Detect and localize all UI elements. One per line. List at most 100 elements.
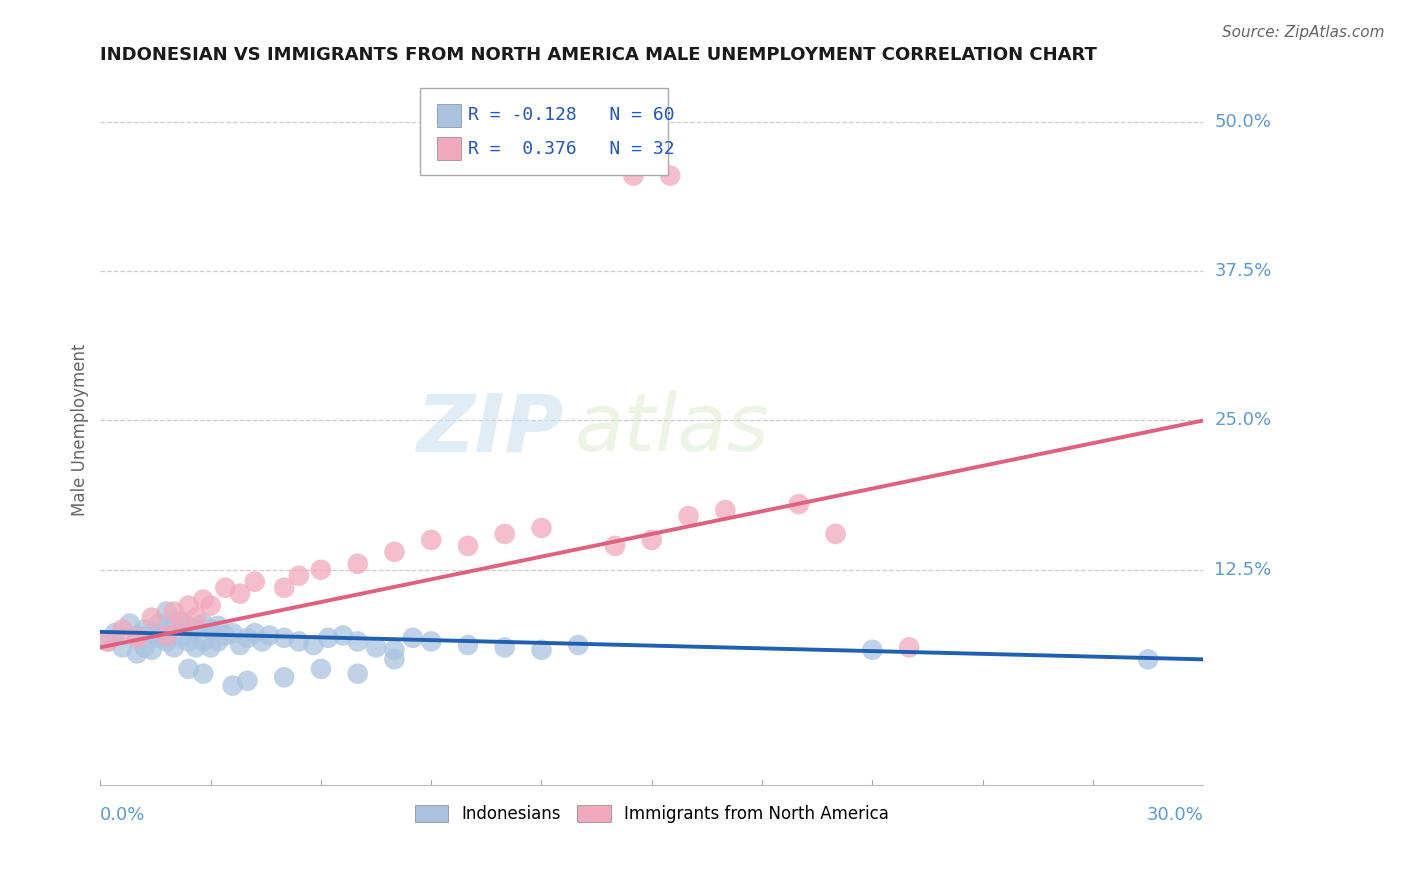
Point [229, 587, 252, 601]
Point [420, 634, 443, 648]
Point [530, 521, 553, 535]
Text: Source: ZipAtlas.com: Source: ZipAtlas.com [1222, 25, 1385, 40]
Point [184, 623, 207, 637]
Point [494, 527, 516, 541]
Point [141, 610, 163, 624]
Bar [437, 103, 461, 127]
Text: 37.5%: 37.5% [1215, 262, 1271, 280]
Point [155, 634, 177, 648]
Point [177, 619, 200, 633]
Legend: Indonesians, Immigrants from North America: Indonesians, Immigrants from North Ameri… [408, 798, 896, 830]
Point [332, 628, 354, 642]
Point [177, 634, 200, 648]
Point [163, 605, 186, 619]
Point [214, 628, 236, 642]
Point [170, 616, 193, 631]
Point [207, 619, 229, 633]
Text: R = -0.128   N = 60: R = -0.128 N = 60 [468, 106, 675, 124]
Point [177, 599, 200, 613]
Point [97, 634, 120, 648]
Point [494, 640, 516, 655]
Point [273, 670, 295, 684]
Point [200, 623, 222, 637]
Point [457, 539, 479, 553]
Point [184, 610, 207, 624]
Point [288, 634, 311, 648]
Point [229, 638, 252, 652]
Point [163, 640, 186, 655]
Point [714, 503, 737, 517]
Point [177, 662, 200, 676]
Text: INDONESIAN VS IMMIGRANTS FROM NORTH AMERICA MALE UNEMPLOYMENT CORRELATION CHART: INDONESIAN VS IMMIGRANTS FROM NORTH AMER… [100, 46, 1097, 64]
Point [236, 673, 259, 688]
Point [155, 605, 177, 619]
Point [384, 642, 406, 657]
Point [346, 666, 368, 681]
Point [530, 642, 553, 657]
Point [302, 638, 325, 652]
Point [127, 628, 149, 642]
Point [207, 634, 229, 648]
Point [420, 533, 443, 547]
Point [824, 527, 846, 541]
Point [155, 623, 177, 637]
Point [155, 628, 177, 642]
Text: 50.0%: 50.0% [1215, 113, 1271, 131]
Point [259, 628, 281, 642]
Point [243, 626, 266, 640]
Point [111, 640, 134, 655]
Point [273, 631, 295, 645]
Point [641, 533, 664, 547]
Point [170, 614, 193, 628]
Point [134, 640, 156, 655]
Point [250, 634, 273, 648]
Point [346, 557, 368, 571]
Point [787, 497, 810, 511]
Point [236, 631, 259, 645]
Y-axis label: Male Unemployment: Male Unemployment [72, 343, 89, 516]
Point [364, 640, 387, 655]
Point [111, 623, 134, 637]
Point [127, 631, 149, 645]
Point [97, 634, 120, 648]
Point [384, 652, 406, 666]
Point [659, 169, 682, 183]
Text: ZIP: ZIP [416, 391, 564, 468]
Point [1137, 652, 1160, 666]
Point [309, 662, 332, 676]
Text: 30.0%: 30.0% [1146, 806, 1204, 824]
Point [141, 626, 163, 640]
Point [402, 631, 425, 645]
Point [163, 619, 186, 633]
Point [457, 638, 479, 652]
Text: 12.5%: 12.5% [1215, 561, 1271, 579]
Point [243, 574, 266, 589]
Point [309, 563, 332, 577]
Text: atlas: atlas [575, 391, 769, 468]
Point [678, 509, 700, 524]
Point [222, 626, 245, 640]
Point [316, 631, 339, 645]
Point [148, 616, 170, 631]
Point [193, 592, 215, 607]
Point [148, 631, 170, 645]
Point [273, 581, 295, 595]
Point [104, 626, 127, 640]
Point [118, 616, 141, 631]
Point [860, 642, 883, 657]
Text: 0.0%: 0.0% [100, 806, 146, 824]
Point [214, 581, 236, 595]
Point [603, 539, 626, 553]
Point [200, 599, 222, 613]
Point [170, 631, 193, 645]
Point [222, 679, 245, 693]
Point [288, 568, 311, 582]
Point [134, 623, 156, 637]
Text: 25.0%: 25.0% [1215, 411, 1271, 429]
Point [184, 640, 207, 655]
Point [127, 646, 149, 660]
FancyBboxPatch shape [420, 88, 668, 175]
Text: R =  0.376   N = 32: R = 0.376 N = 32 [468, 140, 675, 158]
Point [193, 634, 215, 648]
Point [898, 640, 921, 655]
